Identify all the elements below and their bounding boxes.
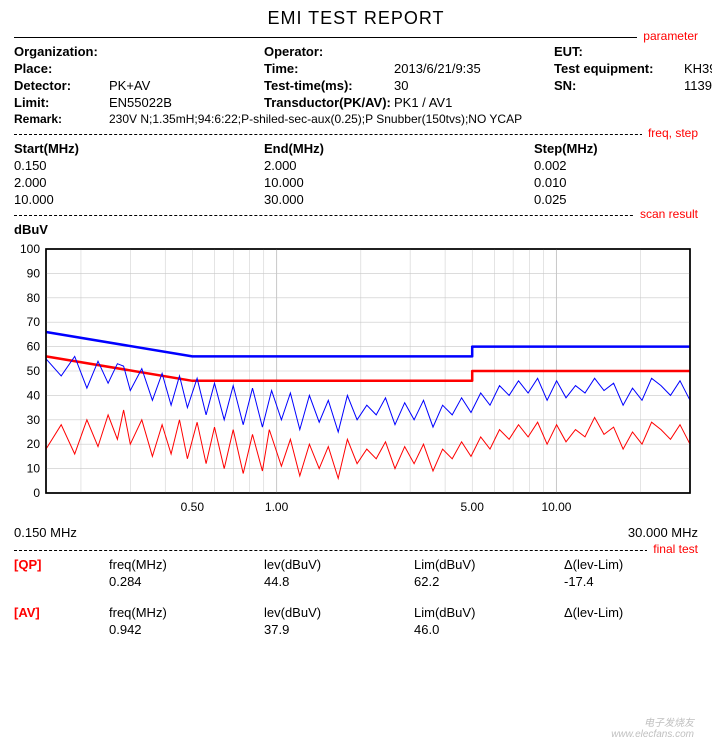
end-header: End(MHz) xyxy=(264,141,534,156)
qp-lev: 44.8 xyxy=(264,574,414,589)
svg-text:10.00: 10.00 xyxy=(541,500,571,514)
place-label: Place: xyxy=(14,61,109,76)
table-cell: 30.000 xyxy=(264,192,534,207)
final-lim-header2: Lim(dBuV) xyxy=(414,605,564,620)
rule-scan-result: scan result xyxy=(14,215,698,216)
svg-text:50: 50 xyxy=(27,364,41,378)
equip-label: Test equipment: xyxy=(554,61,684,76)
emi-chart: 0 10 20 30 40 50 60 70 80 90 100 0.50 1.00 5.00 10.00 xyxy=(14,241,698,521)
watermark-line1: 电子发烧友 xyxy=(611,714,694,729)
svg-text:70: 70 xyxy=(27,315,41,329)
final-lev-header: lev(dBuV) xyxy=(264,557,414,572)
svg-text:40: 40 xyxy=(27,388,41,402)
equip-value: KH3939 xyxy=(684,61,712,76)
start-header: Start(MHz) xyxy=(14,141,264,156)
sn-label: SN: xyxy=(554,78,684,93)
section-label-parameter: parameter xyxy=(637,29,698,43)
table-cell: 10.000 xyxy=(14,192,264,207)
organization-value xyxy=(109,44,264,59)
detector-label: Detector: xyxy=(14,78,109,93)
qp-lim: 62.2 xyxy=(414,574,564,589)
eut-label: EUT: xyxy=(554,44,684,59)
transductor-value: PK1 / AV1 xyxy=(394,95,554,110)
parameter-grid: Organization: Operator: EUT: Place: Time… xyxy=(14,44,698,110)
place-value xyxy=(109,61,264,76)
organization-label: Organization: xyxy=(14,44,109,59)
remark-row: Remark: 230V N;1.35mH;94:6:22;P-shiled-s… xyxy=(14,112,698,126)
av-delta xyxy=(564,622,698,637)
time-value: 2013/6/21/9:35 xyxy=(394,61,554,76)
time-label: Time: xyxy=(264,61,394,76)
freq-step-table: Start(MHz) End(MHz) Step(MHz) 0.150 2.00… xyxy=(14,141,698,207)
x-range-right: 30.000 MHz xyxy=(628,525,698,540)
table-cell: 2.000 xyxy=(264,158,534,173)
section-label-freq-step: freq, step xyxy=(642,126,698,140)
step-header: Step(MHz) xyxy=(534,141,698,156)
y-axis-label: dBuV xyxy=(14,222,698,237)
remark-label: Remark: xyxy=(14,112,101,126)
remark-value: 230V N;1.35mH;94:6:22;P-shiled-sec-aux(0… xyxy=(109,112,522,126)
av-lev: 37.9 xyxy=(264,622,414,637)
x-axis-range: 0.150 MHz 30.000 MHz xyxy=(14,525,698,540)
operator-label: Operator: xyxy=(264,44,394,59)
section-label-scan-result: scan result xyxy=(634,207,698,221)
testtime-label: Test-time(ms): xyxy=(264,78,394,93)
report-title: EMI TEST REPORT xyxy=(14,8,698,29)
av-freq: 0.942 xyxy=(109,622,264,637)
table-cell: 0.150 xyxy=(14,158,264,173)
chart-svg: 0 10 20 30 40 50 60 70 80 90 100 0.50 1.00 5.00 10.00 xyxy=(14,241,698,521)
rule-parameter: parameter xyxy=(14,37,698,38)
svg-text:10: 10 xyxy=(27,462,41,476)
svg-text:100: 100 xyxy=(20,242,40,256)
qp-label: [QP] xyxy=(14,557,109,572)
svg-text:0: 0 xyxy=(33,486,40,500)
final-delta-header2: Δ(lev-Lim) xyxy=(564,605,698,620)
eut-value xyxy=(684,44,712,59)
svg-text:60: 60 xyxy=(27,340,41,354)
final-lim-header: Lim(dBuV) xyxy=(414,557,564,572)
rule-freq-step: freq, step xyxy=(14,134,698,135)
table-cell: 10.000 xyxy=(264,175,534,190)
final-freq-header: freq(MHz) xyxy=(109,557,264,572)
final-test-grid: [QP] freq(MHz) lev(dBuV) Lim(dBuV) Δ(lev… xyxy=(14,557,698,637)
svg-text:80: 80 xyxy=(27,291,41,305)
svg-text:30: 30 xyxy=(27,413,41,427)
qp-freq: 0.284 xyxy=(109,574,264,589)
svg-text:90: 90 xyxy=(27,266,41,280)
svg-text:0.50: 0.50 xyxy=(181,500,205,514)
table-cell: 2.000 xyxy=(14,175,264,190)
sn-value: 1139203 xyxy=(684,78,712,93)
limit-label: Limit: xyxy=(14,95,109,110)
section-label-final-test: final test xyxy=(647,542,698,556)
final-delta-header: Δ(lev-Lim) xyxy=(564,557,698,572)
detector-value: PK+AV xyxy=(109,78,264,93)
final-freq-header2: freq(MHz) xyxy=(109,605,264,620)
final-lev-header2: lev(dBuV) xyxy=(264,605,414,620)
table-cell: 0.002 xyxy=(534,158,698,173)
svg-text:20: 20 xyxy=(27,437,41,451)
av-label: [AV] xyxy=(14,605,109,620)
table-cell: 0.010 xyxy=(534,175,698,190)
av-lim: 46.0 xyxy=(414,622,564,637)
svg-text:1.00: 1.00 xyxy=(265,500,289,514)
operator-value xyxy=(394,44,554,59)
x-range-left: 0.150 MHz xyxy=(14,525,77,540)
watermark-line2: www.elecfans.com xyxy=(611,729,694,740)
svg-text:5.00: 5.00 xyxy=(461,500,485,514)
table-cell: 0.025 xyxy=(534,192,698,207)
transductor-label: Transductor(PK/AV): xyxy=(264,95,394,110)
limit-value: EN55022B xyxy=(109,95,264,110)
testtime-value: 30 xyxy=(394,78,554,93)
qp-delta: -17.4 xyxy=(564,574,698,589)
rule-final-test: final test xyxy=(14,550,698,551)
watermark: 电子发烧友 www.elecfans.com xyxy=(611,714,694,740)
